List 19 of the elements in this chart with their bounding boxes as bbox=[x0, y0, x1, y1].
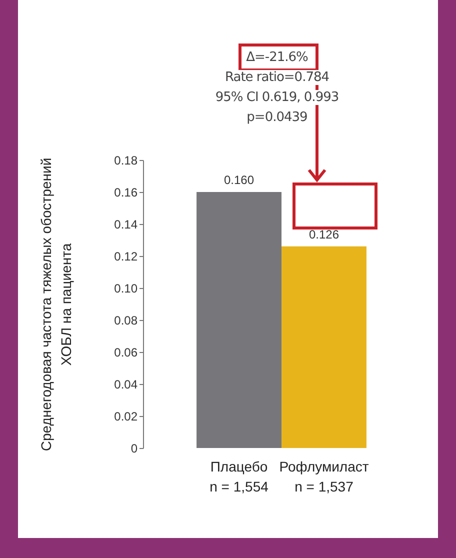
y-tick-label: 0.06 bbox=[114, 346, 138, 360]
y-axis-title: Среднегодовая частота тяжелых обострений ХОБЛ на пациента bbox=[38, 158, 74, 452]
text: p=0.0439 bbox=[246, 110, 308, 125]
y-tick-label: 0.02 bbox=[114, 410, 138, 424]
data-label: 0.126 bbox=[308, 227, 340, 242]
x-tick-label: Плацебо n = 1,554 bbox=[210, 458, 269, 494]
text: Rate ratio=0.784 bbox=[224, 70, 330, 85]
y-tick-label: 0.18 bbox=[114, 154, 138, 168]
y-tick-label: 0 bbox=[130, 442, 138, 456]
y-tick-label: 0.10 bbox=[114, 282, 138, 296]
y-tick-label: 0.12 bbox=[114, 250, 138, 264]
text: Δ=-21.6% bbox=[245, 50, 309, 65]
text: 95% CI 0.619, 0.993 bbox=[214, 90, 340, 105]
y-tick-label: 0.04 bbox=[114, 378, 138, 392]
y-tick-label: 0.16 bbox=[114, 186, 138, 200]
data-label: 0.160 bbox=[224, 173, 254, 187]
y-tick-label: 0.14 bbox=[114, 218, 138, 232]
x-tick-label: Рофлумиласт n = 1,537 bbox=[279, 458, 370, 494]
y-tick-label: 0.08 bbox=[114, 314, 138, 328]
